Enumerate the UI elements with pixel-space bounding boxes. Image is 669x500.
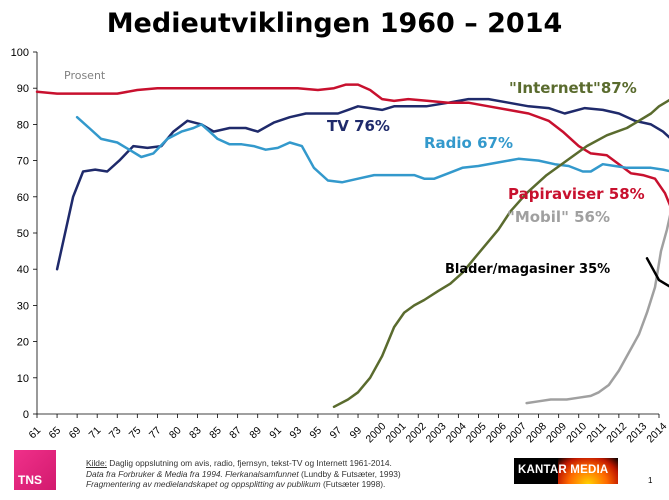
y-tick-label: 80 — [17, 119, 29, 131]
x-tick-label: 2003 — [424, 420, 449, 445]
x-tick-label: 2011 — [584, 421, 609, 446]
x-tick-label: 65 — [47, 424, 64, 441]
x-tick-label: 73 — [107, 424, 124, 441]
x-tick-label: 2004 — [444, 420, 469, 445]
chart-series — [35, 83, 669, 409]
series-line-internett — [332, 98, 669, 409]
source-line3-tail: (Futsæter 1998). — [320, 479, 386, 490]
y-tick-label: 70 — [17, 156, 29, 168]
x-tick-label: 2010 — [564, 420, 589, 445]
x-tick-label: 87 — [227, 424, 244, 441]
series-line-tv — [55, 97, 669, 271]
x-tick-label: 89 — [247, 424, 264, 441]
series-label-radio: Radio 67% — [424, 134, 513, 152]
x-tick-label: 95 — [307, 424, 324, 441]
y-tick-label: 90 — [17, 83, 29, 95]
x-tick-label: 61 — [27, 424, 44, 441]
y-tick-label: 0 — [23, 409, 29, 421]
y-tick-label: 100 — [11, 47, 29, 59]
x-tick-label: 2005 — [464, 420, 489, 445]
source-note: Kilde: Daglig oppslutning om avis, radio… — [86, 458, 496, 490]
series-line-mobil — [525, 214, 669, 405]
series-line-blader-magasiner — [645, 257, 669, 288]
y-tick-label: 10 — [17, 373, 29, 385]
source-kilde-label: Kilde: — [86, 458, 107, 468]
x-tick-label: 2009 — [544, 420, 569, 445]
y-tick-label: 50 — [17, 228, 29, 240]
x-tick-label: 97 — [327, 424, 344, 441]
kantar-flame-graphic — [558, 458, 618, 484]
series-labels: Prosent TV 76% Radio 67% Papiraviser 58% "In… — [64, 69, 645, 277]
series-label-papiraviser: Papiraviser 58% — [508, 185, 645, 203]
y-tick-label: 30 — [17, 300, 29, 312]
y-tick-label: 60 — [17, 192, 29, 204]
y-tick-label: 40 — [17, 264, 29, 276]
y-axis-label-prosent: Prosent — [64, 69, 106, 82]
x-tick-label: 93 — [287, 424, 304, 441]
x-tick-label: 77 — [147, 424, 164, 441]
source-line2-italic: Data fra Forbruker & Media fra 1994. Fle… — [86, 468, 299, 479]
x-tick-label: 2000 — [363, 420, 388, 445]
x-tick-label: 71 — [87, 424, 104, 441]
tns-logo: TNS — [14, 450, 56, 490]
x-tick-label: 75 — [127, 424, 144, 441]
page-number: 1 — [648, 476, 653, 485]
series-label-internett: "Internett"87% — [509, 79, 637, 97]
series-label-tv: TV 76% — [327, 117, 390, 135]
source-line3-italic: Fragmentering av medielandskapet og opps… — [86, 479, 321, 490]
x-tick-label: 99 — [348, 424, 365, 441]
x-tick-label: 2006 — [484, 420, 509, 445]
series-line-radio — [75, 115, 669, 184]
tns-logo-text: TNS — [18, 473, 42, 487]
x-tick-label: 2014 — [644, 420, 669, 445]
x-tick-label: 2013 — [624, 420, 649, 445]
source-kilde-text: Daglig oppslutning om avis, radio, fjern… — [106, 458, 392, 468]
series-line-papiraviser — [35, 83, 669, 207]
y-tick-label: 20 — [17, 337, 29, 349]
x-tick-label: 91 — [267, 424, 284, 441]
source-line2-tail: (Lundby & Futsæter, 1993) — [298, 468, 401, 479]
x-tick-label: 2001 — [384, 420, 409, 445]
kantar-logo-text: KANTAR MEDIA — [518, 464, 609, 476]
x-tick-label: 83 — [187, 424, 204, 441]
x-tick-label: 69 — [67, 424, 84, 441]
series-label-mobil: "Mobil" 56% — [507, 208, 610, 226]
x-tick-label: 2008 — [524, 420, 549, 445]
x-tick-label: 2012 — [604, 420, 629, 445]
kantar-media-logo: KANTAR MEDIA — [514, 458, 618, 484]
x-tick-label: 85 — [207, 424, 224, 441]
series-label-blader-magasiner: Blader/magasiner 35% — [445, 262, 610, 277]
x-tick-label: 80 — [167, 424, 184, 441]
chart-title: Medieutviklingen 1960 – 2014 — [106, 8, 563, 39]
x-tick-label: 2007 — [504, 420, 529, 445]
x-tick-label: 2002 — [404, 420, 429, 445]
